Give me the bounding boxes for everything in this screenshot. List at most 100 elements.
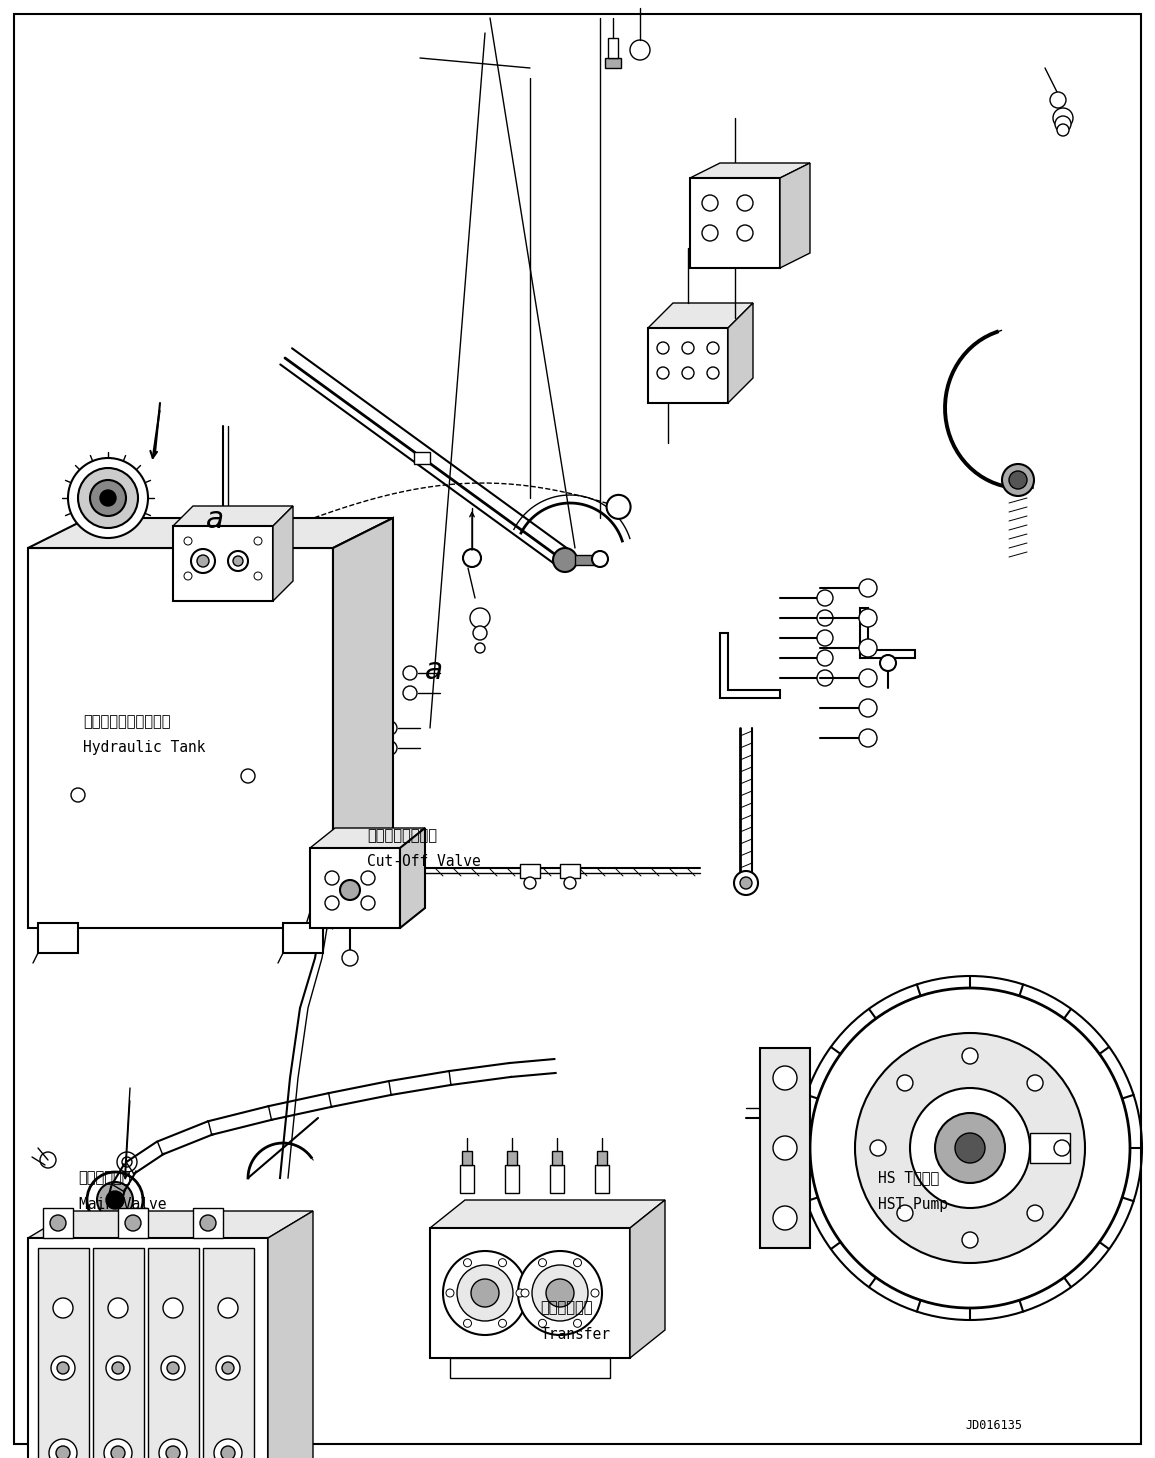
- Circle shape: [564, 878, 576, 889]
- Polygon shape: [720, 633, 780, 698]
- Polygon shape: [648, 328, 728, 402]
- Circle shape: [817, 590, 833, 607]
- Circle shape: [810, 989, 1130, 1308]
- Circle shape: [241, 768, 255, 783]
- Circle shape: [538, 1319, 546, 1327]
- Circle shape: [1027, 1206, 1043, 1220]
- Text: カットオフバルブ: カットオフバルブ: [367, 828, 438, 843]
- Circle shape: [122, 1158, 132, 1166]
- Circle shape: [1055, 1140, 1070, 1156]
- Circle shape: [97, 1182, 133, 1217]
- Bar: [560, 865, 580, 878]
- Polygon shape: [28, 518, 393, 548]
- Circle shape: [773, 1206, 797, 1231]
- Circle shape: [40, 1152, 55, 1168]
- Circle shape: [859, 609, 877, 627]
- Circle shape: [897, 1206, 912, 1220]
- Polygon shape: [38, 923, 79, 954]
- Circle shape: [546, 1279, 574, 1306]
- Circle shape: [962, 1048, 978, 1064]
- Polygon shape: [690, 163, 810, 178]
- Circle shape: [470, 608, 490, 628]
- Text: Hydraulic Tank: Hydraulic Tank: [83, 741, 206, 755]
- Polygon shape: [268, 1212, 313, 1458]
- Circle shape: [111, 1446, 125, 1458]
- Circle shape: [214, 1439, 243, 1458]
- Circle shape: [817, 609, 833, 625]
- Bar: [575, 555, 597, 566]
- Circle shape: [327, 780, 343, 796]
- Circle shape: [574, 1258, 581, 1267]
- Polygon shape: [28, 1238, 268, 1458]
- Circle shape: [737, 195, 753, 211]
- Bar: [608, 38, 618, 58]
- Circle shape: [910, 1088, 1030, 1209]
- Circle shape: [591, 1289, 599, 1298]
- Circle shape: [325, 870, 340, 885]
- Circle shape: [532, 1266, 588, 1321]
- Circle shape: [325, 897, 340, 910]
- Circle shape: [49, 1439, 77, 1458]
- Circle shape: [100, 490, 116, 506]
- Circle shape: [446, 1289, 454, 1298]
- Circle shape: [57, 1362, 69, 1373]
- Bar: [203, 1248, 254, 1458]
- Text: HS Tポンプ: HS Tポンプ: [878, 1171, 939, 1185]
- Circle shape: [737, 225, 753, 241]
- Bar: [1030, 1133, 1070, 1163]
- Circle shape: [70, 787, 85, 802]
- Circle shape: [53, 1298, 73, 1318]
- Circle shape: [936, 1112, 1005, 1182]
- Text: メインバルブ: メインバルブ: [79, 1171, 131, 1185]
- Circle shape: [475, 643, 485, 653]
- Text: a: a: [206, 504, 224, 534]
- Circle shape: [1003, 464, 1034, 496]
- Circle shape: [112, 1362, 124, 1373]
- Circle shape: [880, 655, 896, 671]
- Circle shape: [499, 1319, 507, 1327]
- Circle shape: [1050, 92, 1066, 108]
- Bar: [550, 1165, 564, 1193]
- Circle shape: [463, 1258, 471, 1267]
- Circle shape: [50, 1215, 66, 1231]
- Circle shape: [681, 343, 694, 354]
- Circle shape: [897, 1075, 912, 1091]
- Circle shape: [191, 550, 215, 573]
- Bar: [462, 1150, 472, 1165]
- Circle shape: [702, 195, 718, 211]
- Circle shape: [629, 39, 650, 60]
- Polygon shape: [310, 849, 400, 927]
- Circle shape: [254, 572, 262, 580]
- Circle shape: [125, 1215, 141, 1231]
- Circle shape: [1053, 108, 1073, 128]
- Polygon shape: [173, 506, 293, 526]
- Polygon shape: [430, 1228, 629, 1357]
- Circle shape: [740, 878, 752, 889]
- Circle shape: [198, 555, 209, 567]
- Circle shape: [517, 1251, 602, 1336]
- Polygon shape: [283, 923, 323, 954]
- Circle shape: [383, 741, 397, 755]
- Circle shape: [340, 881, 360, 900]
- Circle shape: [521, 1289, 529, 1298]
- Circle shape: [1055, 117, 1071, 133]
- Circle shape: [855, 1034, 1085, 1263]
- Circle shape: [109, 1298, 128, 1318]
- Circle shape: [1027, 1075, 1043, 1091]
- Circle shape: [773, 1136, 797, 1161]
- Circle shape: [51, 1356, 75, 1381]
- Circle shape: [221, 1446, 234, 1458]
- Text: HST Pump: HST Pump: [878, 1197, 948, 1212]
- Circle shape: [859, 729, 877, 746]
- Bar: [43, 1209, 73, 1238]
- Circle shape: [707, 367, 720, 379]
- Circle shape: [859, 579, 877, 596]
- Circle shape: [106, 1191, 124, 1209]
- Circle shape: [733, 870, 758, 895]
- Circle shape: [163, 1298, 182, 1318]
- Circle shape: [403, 666, 417, 679]
- Bar: [148, 1248, 199, 1458]
- Circle shape: [859, 669, 877, 687]
- Circle shape: [87, 1172, 143, 1228]
- Circle shape: [444, 1251, 527, 1336]
